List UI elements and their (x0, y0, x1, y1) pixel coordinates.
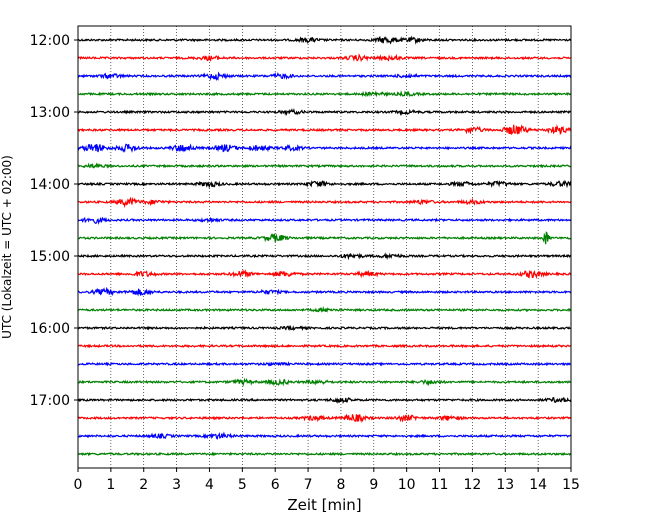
y-tick-label: 16:00 (30, 321, 70, 337)
y-tick-label: 12:00 (30, 33, 70, 49)
x-tick-label: 0 (74, 477, 83, 493)
trace-1430 (77, 216, 572, 226)
x-tick-label: 10 (398, 477, 416, 493)
y-tick-label: 15:00 (30, 249, 70, 265)
x-tick-label: 12 (463, 477, 481, 493)
grid-lines (110, 26, 539, 468)
trace-1300 (77, 108, 572, 117)
x-tick-label: 14 (529, 477, 547, 493)
trace-1200 (77, 35, 572, 45)
trace-1530 (77, 286, 572, 297)
trace-1730 (77, 431, 572, 440)
x-tick-label: 7 (304, 477, 313, 493)
x-axis-ticks: 0 1 2 3 4 5 6 7 8 9 10 11 12 13 14 15 (74, 468, 580, 493)
x-tick-label: 1 (106, 477, 115, 493)
x-tick-label: 9 (369, 477, 378, 493)
x-tick-label: 13 (496, 477, 514, 493)
trace-1500 (77, 252, 572, 261)
trace-1745 (77, 451, 572, 457)
x-axis-label: Zeit [min] (287, 496, 361, 514)
trace-1715 (77, 413, 572, 424)
y-axis-label: UTC (Lokalzeit = UTC + 02:00) (0, 155, 14, 339)
trace-1215 (77, 53, 572, 63)
trace-1245 (77, 89, 572, 98)
x-tick-label: 8 (336, 477, 345, 493)
x-tick-label: 2 (139, 477, 148, 493)
y-tick-label: 14:00 (30, 177, 70, 193)
trace-1515 (77, 269, 572, 280)
x-tick-label: 15 (562, 477, 580, 493)
trace-1600 (77, 324, 572, 332)
trace-1400 (77, 179, 572, 189)
trace-1230 (77, 71, 572, 82)
trace-1415 (77, 196, 572, 209)
x-tick-label: 5 (238, 477, 247, 493)
trace-1700 (77, 396, 572, 405)
plot-frame (77, 25, 572, 469)
trace-1630 (77, 361, 572, 367)
x-tick-label: 6 (271, 477, 280, 493)
trace-1615 (77, 343, 572, 349)
trace-1445 (77, 231, 572, 245)
trace-1345 (77, 162, 572, 169)
trace-1645 (77, 377, 572, 387)
trace-1315 (77, 124, 572, 136)
y-axis-ticks: 12:00 13:00 14:00 15:00 16:00 17:00 (30, 33, 78, 409)
y-tick-label: 17:00 (30, 393, 70, 409)
x-tick-label: 4 (205, 477, 214, 493)
x-tick-label: 11 (431, 477, 449, 493)
x-tick-label: 3 (172, 477, 181, 493)
trace-1545 (77, 305, 572, 313)
seismogram-traces (77, 35, 572, 457)
trace-1330 (77, 143, 572, 153)
y-tick-label: 13:00 (30, 105, 70, 121)
